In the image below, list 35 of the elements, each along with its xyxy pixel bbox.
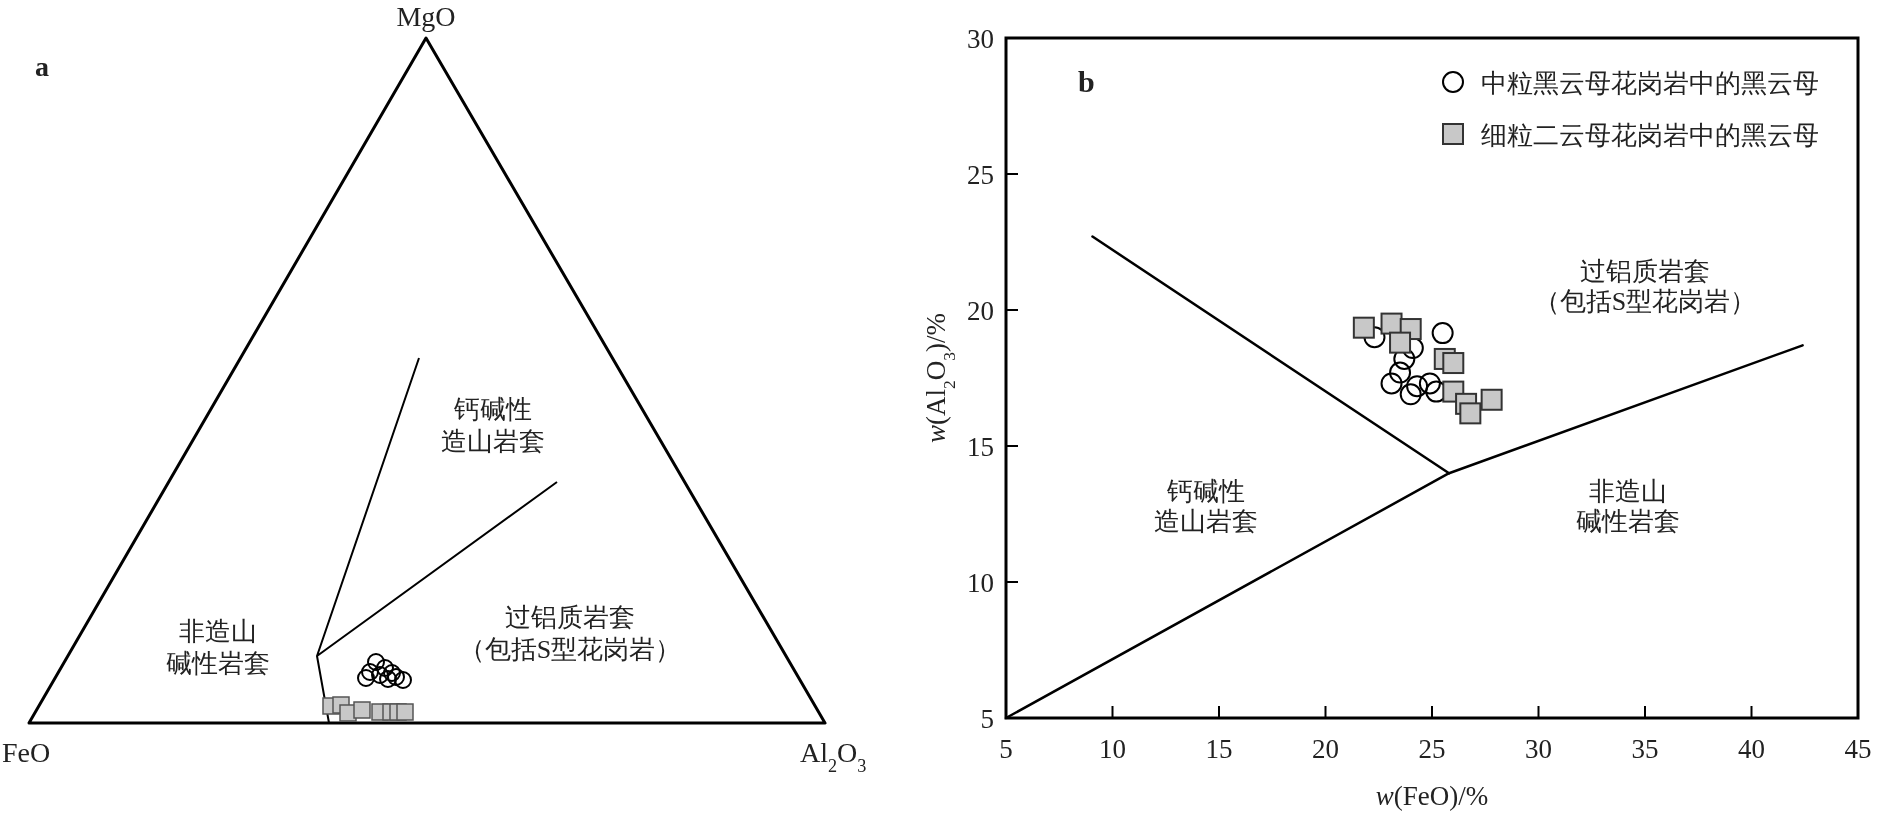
y-tick-label: 30 [967,24,994,54]
text: 造山岩套 [441,427,545,456]
text: 非造山 [179,617,257,646]
text: FeO [2,737,51,768]
annotation: 造山岩套 [1154,507,1259,537]
x-tick-label: 5 [999,734,1013,764]
text: b [1078,65,1095,98]
x-tick-label: 45 [1844,734,1872,764]
x-tick-label: 15 [1205,734,1233,764]
legend-label: 细粒二云母花岗岩中的黑云母 [1481,121,1819,150]
x-tick-label: 25 [1418,734,1446,764]
legend-label: 中粒黑云母花岗岩中的黑云母 [1481,69,1819,98]
text: （包括S型花岗岩） [458,635,682,664]
text: 过铝质岩套 [505,603,635,632]
x-tick-label: 35 [1631,734,1659,764]
text: Al$_{2}$O$_{3}$ [800,737,867,776]
annotation: （包括S型花岗岩） [1533,287,1757,316]
y-tick-label: 10 [967,568,994,598]
x-tick-label: 20 [1312,734,1339,764]
y-tick-label: 5 [980,704,994,734]
y-tick-label: 25 [967,160,994,190]
annotation: 过铝质岩套 [1580,257,1710,287]
text: a [35,51,49,82]
annotation: 钙碱性 [1166,477,1246,507]
y-tick-label: 20 [967,296,994,326]
text: 碱性岩套 [166,649,270,678]
x-tick-label: 10 [1099,734,1126,764]
text: MgO [396,1,456,32]
text: 钙碱性 [453,395,532,424]
annotation: 碱性岩套 [1575,507,1680,537]
annotation: 非造山 [1588,477,1667,507]
x-tick-label: 40 [1738,734,1765,764]
x-axis-title: w(FeO)/% [1375,781,1489,811]
y-tick-label: 15 [967,432,994,462]
x-tick-label: 30 [1525,734,1552,764]
